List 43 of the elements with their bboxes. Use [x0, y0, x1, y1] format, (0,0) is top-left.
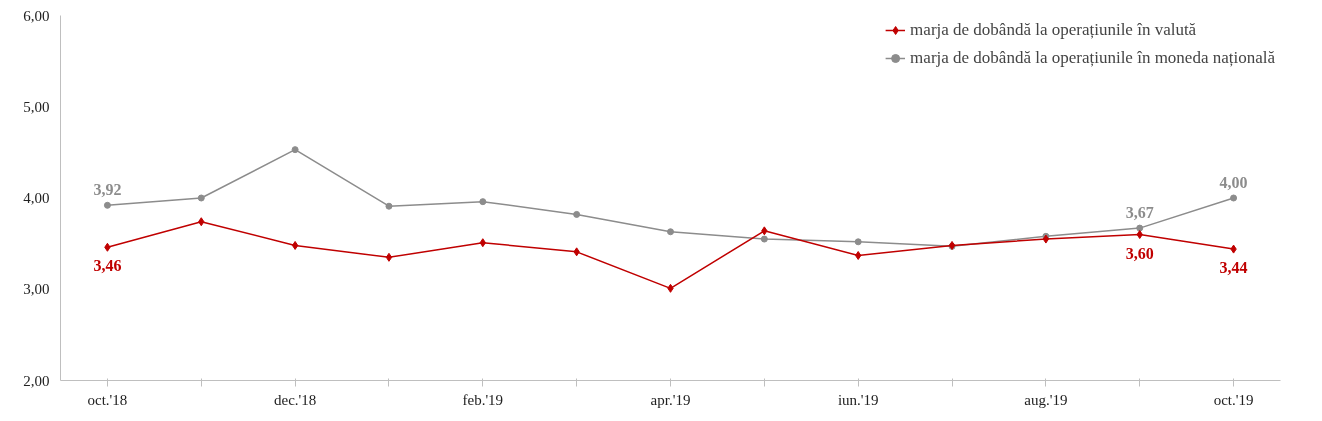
data-label: 3,60 [1125, 244, 1154, 262]
point [1230, 244, 1237, 254]
point [197, 194, 205, 202]
point [854, 238, 862, 246]
y-tick-label: 3,00 [23, 281, 50, 298]
point [479, 238, 486, 248]
point [573, 210, 581, 218]
x-tick-label: oct.'18 [87, 391, 128, 408]
point [855, 250, 862, 260]
point [198, 217, 205, 227]
point [1136, 224, 1144, 232]
y-tick-label: 4,00 [23, 190, 50, 206]
point [760, 235, 768, 243]
x-tick-label: dec.'18 [273, 391, 317, 408]
x-tick-label: aug.'19 [1024, 391, 1068, 408]
point [573, 247, 580, 257]
data-label: 3,46 [93, 257, 122, 275]
x-tick-label: apr.'19 [650, 391, 691, 408]
point [667, 228, 674, 236]
x-tick-label: oct.'19 [1213, 391, 1254, 408]
point [385, 252, 393, 262]
y-tick-label: 2,00 [23, 372, 50, 389]
y-tick-label: 5,00 [23, 98, 50, 115]
point [291, 146, 299, 154]
data-label: 4,00 [1219, 174, 1248, 191]
point [1042, 234, 1050, 244]
data-label: 3,67 [1125, 204, 1154, 222]
point [761, 226, 768, 236]
data-label: 3,92 [93, 181, 122, 199]
point [291, 240, 299, 250]
point [385, 202, 393, 210]
point [1230, 194, 1238, 202]
x-tick-label: feb.'19 [462, 391, 504, 408]
x-tick-label: iun.'19 [837, 391, 879, 408]
legend-label: marja de dobândă la operațiunile în valută [910, 20, 1197, 40]
point [1136, 230, 1143, 239]
point [103, 201, 111, 209]
point [667, 283, 674, 293]
point [479, 198, 487, 206]
legend-label: marja de dobândă la operațiunile în moneda națională [910, 48, 1275, 68]
data-label: 3,44 [1219, 259, 1248, 277]
y-tick-label: 6,00 [23, 7, 50, 24]
point [104, 242, 111, 252]
